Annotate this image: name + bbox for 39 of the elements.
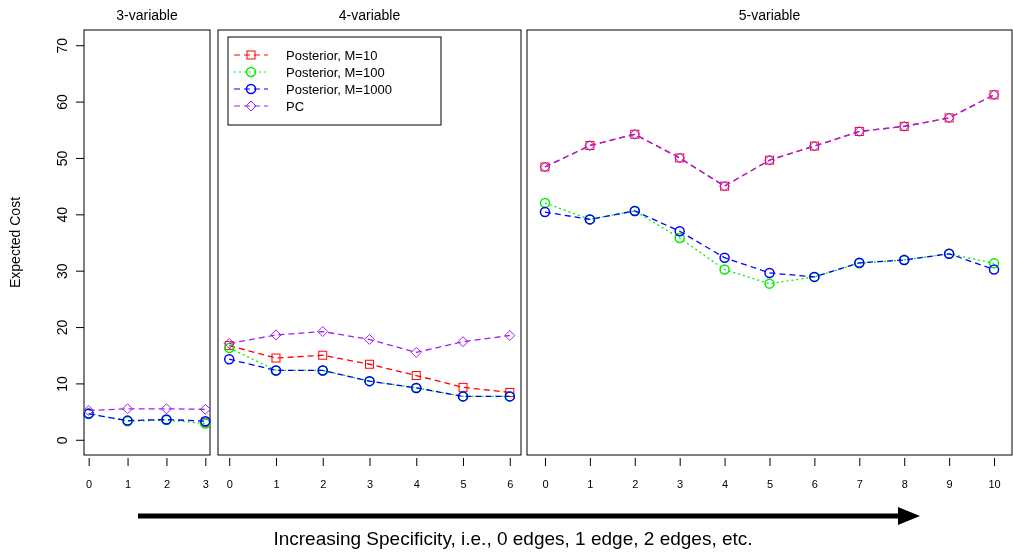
x-tick-label: 3 xyxy=(366,477,374,490)
y-tick-label: 20 xyxy=(53,319,70,336)
x-tick-label: 0 xyxy=(226,477,233,490)
legend-label: Posterior, M=1000 xyxy=(286,82,392,97)
x-tick-label: 1 xyxy=(124,477,132,490)
legend-label: PC xyxy=(286,99,305,114)
x-tick-label: 3 xyxy=(677,477,684,490)
x-tick-label: 5 xyxy=(766,477,774,490)
x-tick-label: 2 xyxy=(632,477,639,490)
y-tick-label: 70 xyxy=(53,37,70,54)
x-axis-title: Increasing Specificity, i.e., 0 edges, 1 edge, 2 edges, etc. xyxy=(273,528,753,549)
x-tick-label: 1 xyxy=(273,477,280,490)
x-tick-label: 7 xyxy=(856,477,863,490)
x-tick-label: 0 xyxy=(86,477,93,490)
y-tick-label: 60 xyxy=(53,94,70,110)
x-tick-label: 1 xyxy=(587,477,594,490)
x-tick-label: 4 xyxy=(413,477,420,490)
x-tick-label: 4 xyxy=(722,477,729,490)
legend-label: Posterior, M=10 xyxy=(286,48,378,63)
y-tick-label: 10 xyxy=(53,375,70,392)
x-tick-label: 5 xyxy=(460,477,467,490)
x-tick-label: 10 xyxy=(988,477,1001,490)
x-tick-label: 2 xyxy=(320,477,327,490)
y-tick-label: 40 xyxy=(53,206,70,223)
y-axis-title: Expected Cost xyxy=(7,196,23,289)
y-tick-label: 0 xyxy=(53,436,70,445)
chart-title: 5-variable xyxy=(738,7,801,23)
x-tick-label: 6 xyxy=(507,477,514,490)
chart-title: 4-variable xyxy=(338,7,401,23)
x-tick-label: 6 xyxy=(811,477,818,490)
x-tick-label: 3 xyxy=(202,477,209,490)
x-tick-label: 0 xyxy=(542,477,549,490)
x-tick-label: 8 xyxy=(901,477,908,490)
chart-title: 3-variable xyxy=(116,7,178,23)
x-tick-label: 2 xyxy=(163,477,171,490)
y-tick-label: 30 xyxy=(53,263,70,279)
x-tick-label: 9 xyxy=(946,477,953,490)
y-tick-label: 50 xyxy=(53,150,70,167)
legend-label: Posterior, M=100 xyxy=(286,65,385,80)
